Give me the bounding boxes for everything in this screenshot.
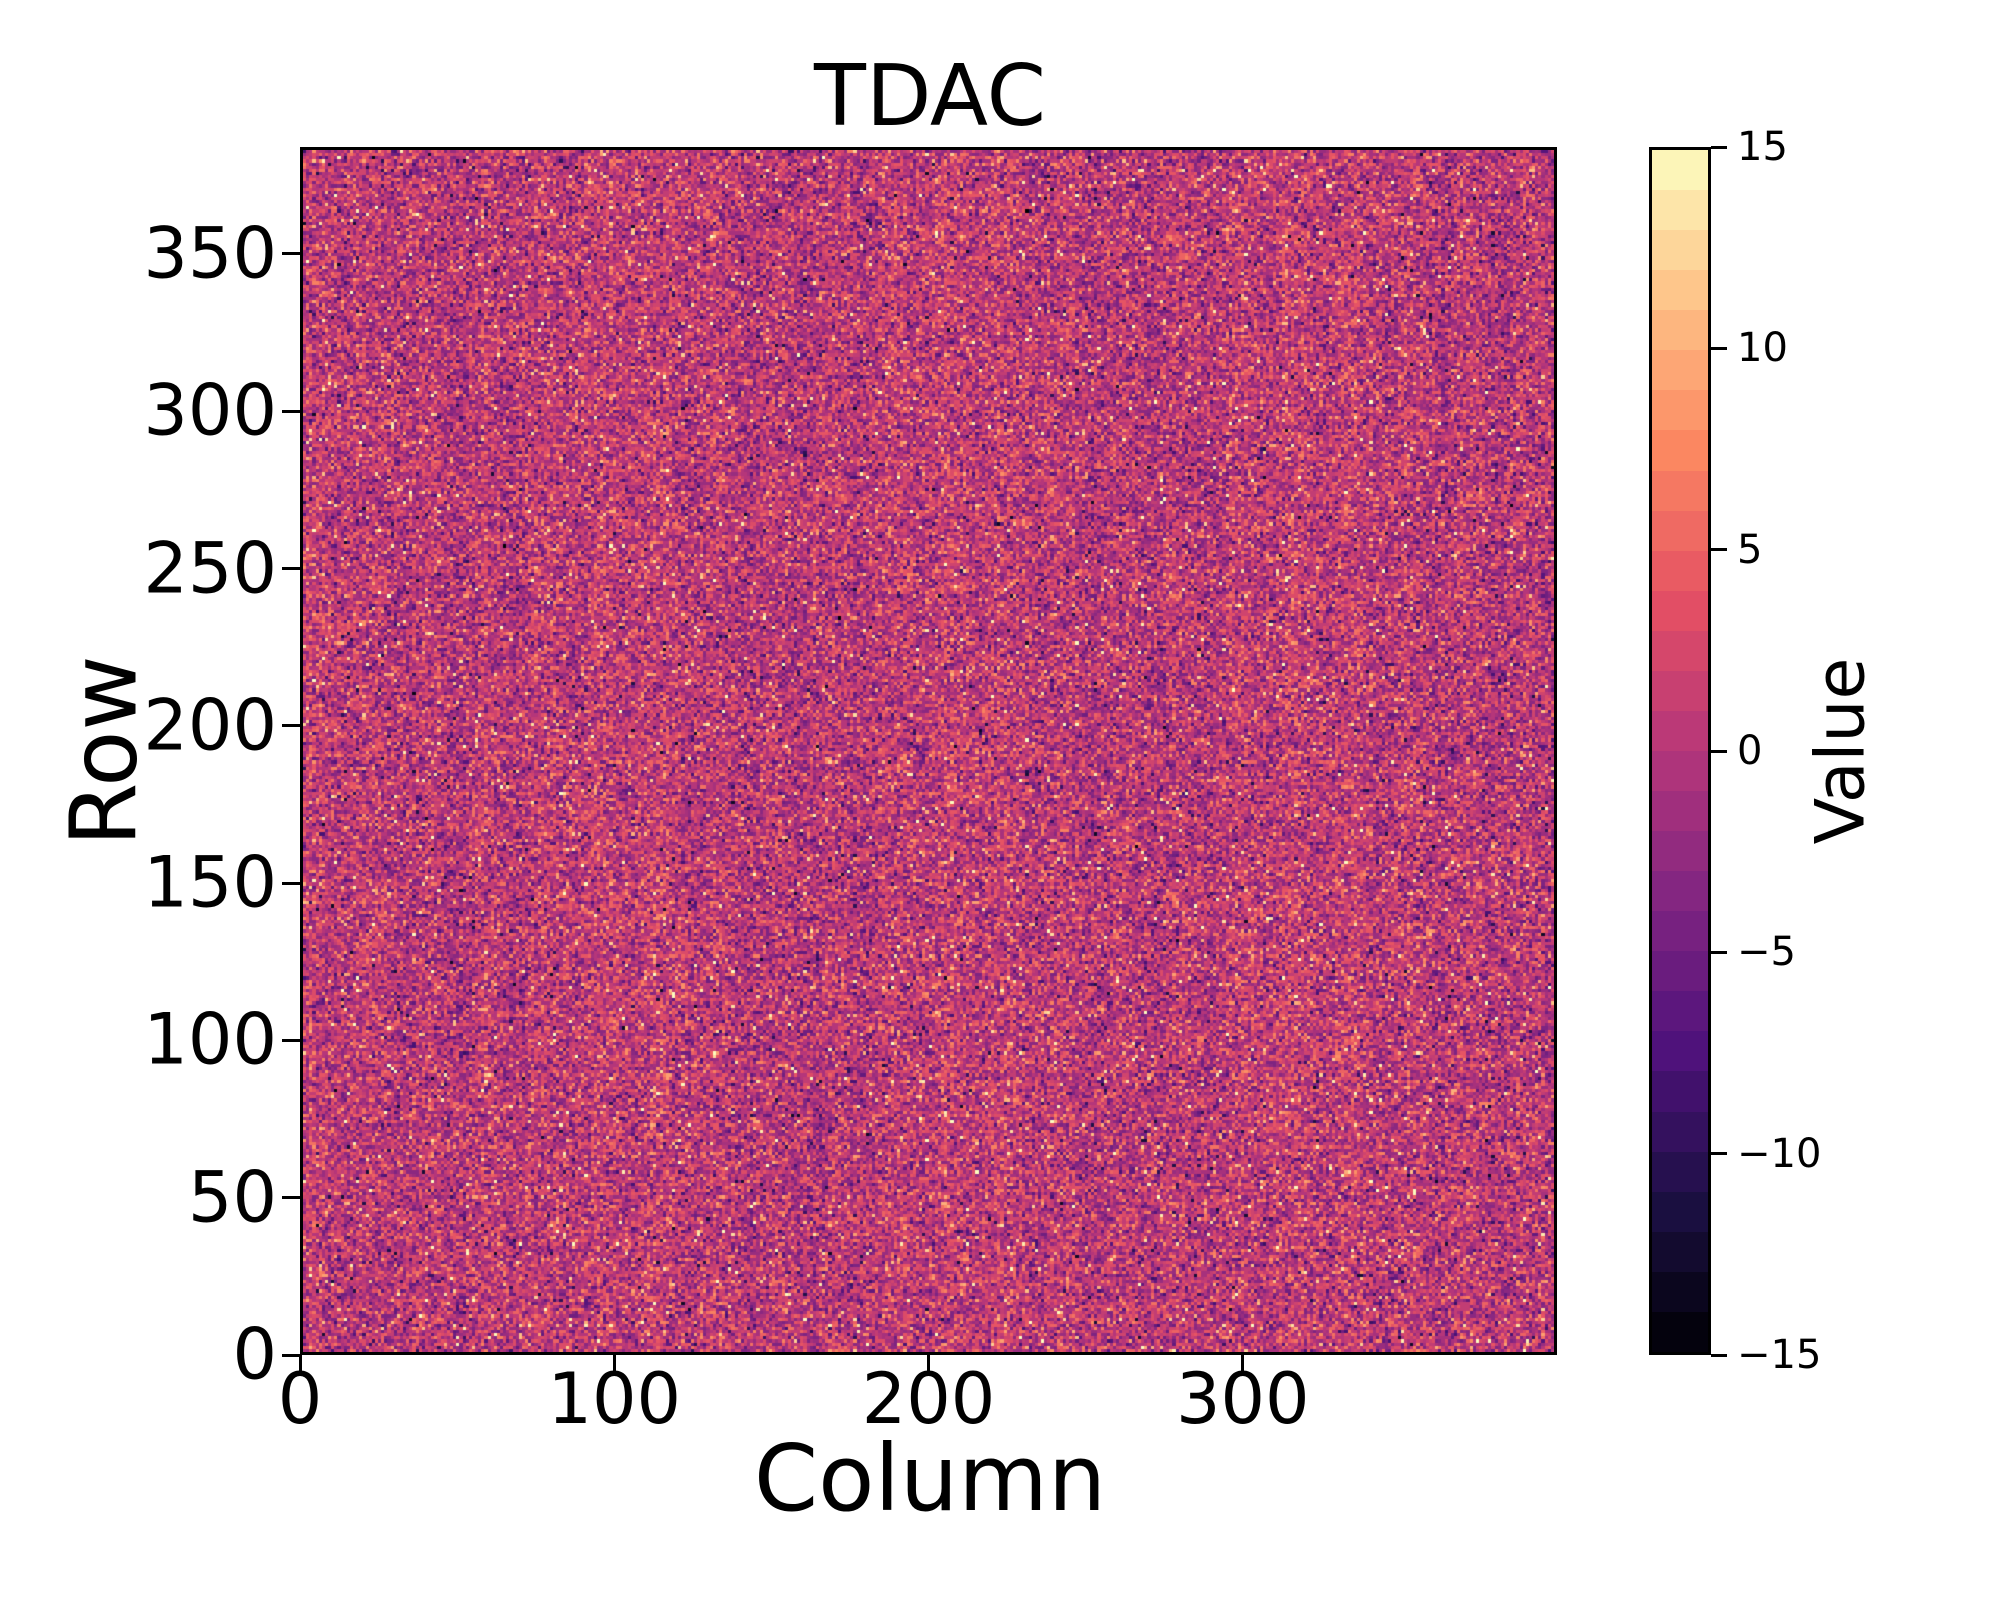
y-tick-mark xyxy=(282,1196,300,1200)
colorbar-tick-mark xyxy=(1711,1152,1727,1156)
colorbar xyxy=(1649,147,1711,1355)
x-tick-mark xyxy=(1241,1355,1245,1373)
colorbar-band xyxy=(1652,951,1708,992)
colorbar-band xyxy=(1652,550,1708,591)
y-axis-label: Row xyxy=(50,655,158,847)
y-tick-mark xyxy=(282,252,300,256)
x-tick-mark xyxy=(927,1355,930,1373)
x-tick-label: 100 xyxy=(547,1358,682,1440)
y-tick-mark xyxy=(282,409,300,413)
y-tick-label: 100 xyxy=(143,998,277,1081)
colorbar-tick-label: 0 xyxy=(1737,728,1763,774)
colorbar-tick-label: 10 xyxy=(1737,325,1788,372)
colorbar-band xyxy=(1652,710,1708,751)
colorbar-band xyxy=(1652,510,1708,551)
colorbar-band xyxy=(1652,230,1708,271)
colorbar-tick-mark xyxy=(1711,1353,1727,1357)
x-tick-label: 0 xyxy=(277,1358,323,1440)
colorbar-band xyxy=(1652,871,1708,912)
colorbar-band xyxy=(1652,630,1708,671)
colorbar-band xyxy=(1652,390,1708,431)
colorbar-band xyxy=(1652,430,1708,471)
colorbar-band xyxy=(1652,1191,1708,1232)
colorbar-band xyxy=(1652,1111,1708,1152)
colorbar-band xyxy=(1652,270,1708,311)
colorbar-band xyxy=(1652,350,1708,391)
colorbar-tick-label: −10 xyxy=(1737,1130,1822,1177)
x-tick-label: 200 xyxy=(861,1358,996,1440)
colorbar-tick-mark xyxy=(1711,548,1727,552)
colorbar-band xyxy=(1652,911,1708,952)
colorbar-band xyxy=(1652,590,1708,631)
colorbar-label: Value xyxy=(1801,657,1881,845)
x-tick-label: 300 xyxy=(1175,1358,1310,1440)
heatmap-image xyxy=(303,150,1554,1352)
colorbar-tick-label: −15 xyxy=(1737,1332,1822,1378)
colorbar-tick-mark xyxy=(1711,950,1727,954)
y-tick-label: 200 xyxy=(143,684,277,767)
colorbar-band xyxy=(1652,1031,1708,1072)
colorbar-band xyxy=(1652,1151,1708,1192)
chart-title: TDAC xyxy=(814,47,1046,146)
y-tick-mark xyxy=(282,567,300,571)
y-tick-mark xyxy=(282,881,300,885)
y-tick-mark xyxy=(282,724,300,728)
colorbar-band xyxy=(1652,1231,1708,1272)
heatmap-plot-area xyxy=(300,147,1557,1355)
y-tick-mark xyxy=(282,1353,300,1357)
colorbar-tick-label: 15 xyxy=(1737,124,1788,170)
colorbar-tick-label: −5 xyxy=(1737,929,1796,976)
colorbar-band xyxy=(1652,750,1708,791)
colorbar-band xyxy=(1652,190,1708,231)
colorbar-tick-mark xyxy=(1711,749,1727,753)
colorbar-tick-mark xyxy=(1711,145,1727,149)
colorbar-tick-label: 5 xyxy=(1737,526,1763,573)
colorbar-band xyxy=(1652,310,1708,351)
y-tick-label: 150 xyxy=(143,841,277,924)
x-axis-label: Column xyxy=(753,1425,1107,1532)
y-tick-label: 50 xyxy=(187,1156,277,1239)
x-tick-mark xyxy=(298,1355,302,1373)
x-tick-mark xyxy=(612,1355,616,1373)
colorbar-band xyxy=(1652,470,1708,511)
colorbar-band xyxy=(1652,1271,1708,1312)
colorbar-band xyxy=(1652,831,1708,872)
colorbar-band xyxy=(1652,150,1708,191)
colorbar-band xyxy=(1652,791,1708,832)
colorbar-band xyxy=(1652,670,1708,711)
colorbar-tick-mark xyxy=(1711,346,1727,350)
y-tick-label: 300 xyxy=(143,369,277,452)
colorbar-band xyxy=(1652,1071,1708,1112)
y-tick-label: 250 xyxy=(143,527,277,610)
y-tick-label: 0 xyxy=(232,1313,277,1396)
y-tick-mark xyxy=(282,1038,300,1042)
colorbar-band xyxy=(1652,1311,1708,1352)
y-tick-label: 350 xyxy=(143,212,277,295)
colorbar-band xyxy=(1652,991,1708,1032)
